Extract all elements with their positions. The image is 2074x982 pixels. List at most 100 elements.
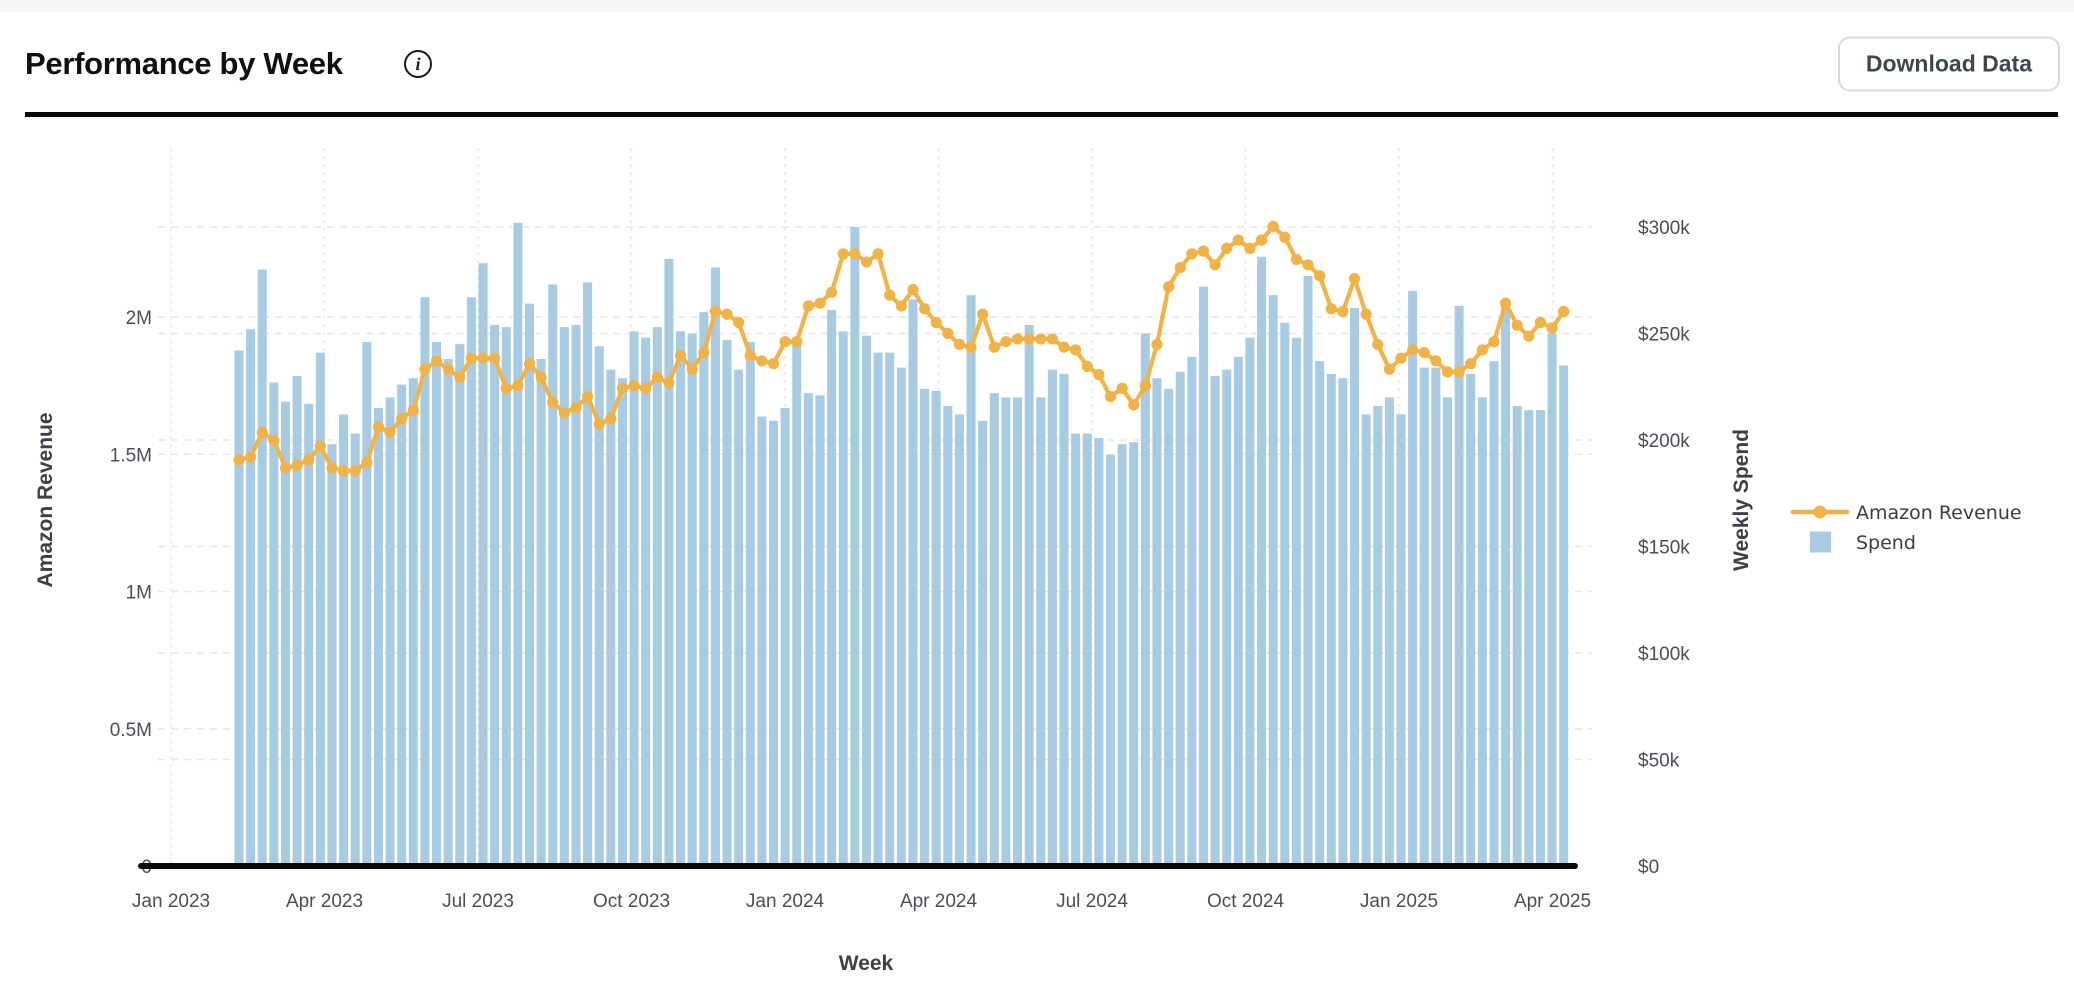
- revenue-marker[interactable]: [826, 286, 838, 298]
- spend-bar[interactable]: [490, 324, 500, 867]
- spend-bar[interactable]: [1454, 305, 1464, 866]
- revenue-marker[interactable]: [640, 382, 652, 394]
- spend-bar[interactable]: [571, 324, 581, 867]
- spend-bar[interactable]: [722, 339, 732, 866]
- revenue-marker[interactable]: [396, 412, 408, 425]
- spend-bar[interactable]: [1466, 373, 1476, 866]
- spend-bar[interactable]: [1384, 397, 1394, 866]
- spend-bar[interactable]: [397, 384, 407, 866]
- revenue-marker[interactable]: [1011, 333, 1024, 345]
- revenue-marker[interactable]: [918, 303, 931, 315]
- spend-bar[interactable]: [443, 359, 453, 866]
- revenue-marker[interactable]: [674, 349, 687, 362]
- revenue-marker[interactable]: [1046, 333, 1058, 345]
- revenue-marker[interactable]: [1337, 305, 1349, 318]
- spend-bar[interactable]: [594, 346, 604, 866]
- spend-bar[interactable]: [1419, 367, 1429, 866]
- revenue-marker[interactable]: [384, 426, 396, 438]
- revenue-marker[interactable]: [988, 341, 1000, 353]
- revenue-marker[interactable]: [419, 363, 431, 375]
- revenue-marker[interactable]: [907, 283, 919, 296]
- spend-bar[interactable]: [1373, 405, 1383, 866]
- revenue-marker[interactable]: [361, 456, 373, 469]
- spend-bar[interactable]: [1117, 444, 1127, 866]
- revenue-marker[interactable]: [1372, 338, 1384, 351]
- revenue-marker[interactable]: [651, 371, 663, 383]
- spend-bar[interactable]: [1106, 454, 1115, 866]
- spend-bar[interactable]: [525, 303, 534, 866]
- revenue-marker[interactable]: [1023, 333, 1035, 345]
- revenue-marker[interactable]: [442, 363, 454, 375]
- spend-bar[interactable]: [606, 369, 616, 866]
- spend-bar[interactable]: [280, 401, 290, 866]
- revenue-marker[interactable]: [767, 358, 780, 370]
- revenue-marker[interactable]: [1058, 341, 1070, 353]
- spend-bar[interactable]: [641, 337, 651, 866]
- revenue-marker[interactable]: [872, 248, 884, 260]
- revenue-marker[interactable]: [860, 256, 873, 268]
- spend-bar[interactable]: [1024, 324, 1034, 867]
- spend-bar[interactable]: [1338, 378, 1348, 866]
- spend-bar[interactable]: [350, 433, 360, 866]
- spend-bar[interactable]: [408, 378, 418, 866]
- spend-bar[interactable]: [920, 388, 930, 866]
- spend-bar[interactable]: [1408, 290, 1418, 866]
- revenue-marker[interactable]: [977, 308, 989, 320]
- revenue-marker[interactable]: [953, 338, 966, 351]
- spend-bar[interactable]: [803, 393, 813, 866]
- revenue-marker[interactable]: [477, 352, 489, 364]
- spend-bar[interactable]: [1036, 397, 1046, 866]
- spend-bar[interactable]: [1350, 307, 1360, 866]
- spend-bar[interactable]: [1210, 376, 1220, 866]
- revenue-marker[interactable]: [1430, 355, 1442, 367]
- revenue-marker[interactable]: [1499, 297, 1512, 309]
- spend-bar[interactable]: [1559, 365, 1569, 866]
- revenue-marker[interactable]: [1104, 391, 1117, 403]
- spend-bar[interactable]: [687, 333, 697, 867]
- revenue-marker[interactable]: [1244, 242, 1256, 254]
- revenue-marker[interactable]: [256, 426, 268, 438]
- revenue-marker[interactable]: [779, 336, 791, 348]
- revenue-marker[interactable]: [465, 352, 477, 364]
- spend-bar[interactable]: [339, 414, 349, 866]
- spend-bar[interactable]: [629, 331, 639, 866]
- spend-bar[interactable]: [966, 295, 976, 866]
- revenue-marker[interactable]: [279, 462, 292, 474]
- spend-bar[interactable]: [432, 342, 442, 866]
- revenue-marker[interactable]: [1000, 336, 1012, 348]
- revenue-marker[interactable]: [1488, 336, 1500, 348]
- revenue-marker[interactable]: [1081, 360, 1093, 373]
- revenue-marker[interactable]: [628, 380, 640, 392]
- revenue-marker[interactable]: [849, 248, 861, 260]
- revenue-marker[interactable]: [744, 349, 756, 362]
- spend-bar[interactable]: [373, 408, 383, 866]
- spend-bar[interactable]: [1094, 437, 1104, 866]
- spend-bar[interactable]: [1129, 442, 1139, 866]
- revenue-marker[interactable]: [884, 289, 896, 301]
- revenue-marker[interactable]: [1523, 330, 1535, 342]
- spend-bar[interactable]: [769, 420, 779, 866]
- revenue-marker[interactable]: [1232, 234, 1244, 246]
- spend-bar[interactable]: [536, 359, 546, 866]
- spend-bar[interactable]: [1164, 388, 1174, 866]
- spend-bar[interactable]: [559, 327, 569, 866]
- revenue-marker[interactable]: [245, 451, 257, 463]
- revenue-marker[interactable]: [500, 382, 512, 394]
- revenue-marker[interactable]: [349, 465, 361, 477]
- spend-bar[interactable]: [1257, 256, 1267, 866]
- spend-bar[interactable]: [1245, 337, 1255, 866]
- spend-bar[interactable]: [513, 222, 523, 867]
- revenue-marker[interactable]: [558, 407, 570, 419]
- revenue-marker[interactable]: [1163, 281, 1175, 293]
- spend-bar[interactable]: [838, 331, 848, 866]
- revenue-marker[interactable]: [1383, 363, 1395, 375]
- revenue-marker[interactable]: [268, 434, 280, 447]
- spend-bar[interactable]: [362, 342, 372, 866]
- revenue-marker[interactable]: [512, 380, 524, 392]
- revenue-marker[interactable]: [965, 341, 977, 353]
- revenue-marker[interactable]: [814, 297, 826, 309]
- revenue-marker[interactable]: [698, 347, 710, 359]
- revenue-marker[interactable]: [1221, 242, 1233, 254]
- revenue-marker[interactable]: [663, 377, 675, 389]
- download-data-button[interactable]: Download Data: [1837, 36, 2060, 92]
